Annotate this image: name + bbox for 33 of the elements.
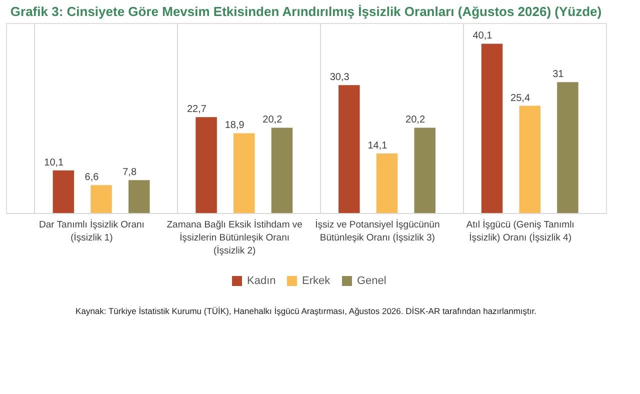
x-tick-label: Dar Tanımlı İşsizlik Oranı (İşsizlik 1) xyxy=(39,218,144,244)
bar xyxy=(234,133,255,213)
data-label: 31 xyxy=(552,69,564,80)
data-label: 22,7 xyxy=(186,104,207,116)
bar xyxy=(519,106,540,213)
data-label: 20,2 xyxy=(262,114,283,126)
legend-label: Erkek xyxy=(302,275,331,287)
data-label: 6,6 xyxy=(84,172,100,184)
bar xyxy=(196,117,217,213)
bar xyxy=(271,128,293,213)
bar xyxy=(376,153,398,213)
x-tick-label: İşsiz ve Potansiyel İşgücünün Bütünleşik Oranı (İşsizlik 3) xyxy=(315,218,440,244)
chart-title: Grafik 3: Cinsiyete Göre Mevsim Etkisinden Arındırılmış İşsizlik Oranları (Ağustos 2026) (Yüzde) xyxy=(10,4,602,19)
x-tick-label: Zamana Bağlı Eksik İstihdam ve İşsizlerin Bütünleşik Oranı (İşsizlik 2) xyxy=(166,218,302,256)
bar xyxy=(414,128,436,213)
legend-label: Kadın xyxy=(247,275,276,287)
data-label: 10,1 xyxy=(44,157,64,168)
legend-label: Genel xyxy=(357,275,386,287)
data-label: 18,9 xyxy=(224,120,245,132)
bar xyxy=(128,180,150,213)
x-tick-label: Atıl İşgücü (Geniş Tanımlı İşsizlik) Oranı (İşsizlik 4) xyxy=(466,218,574,244)
text: Kaynak: Türkiye İstatistik Kurumu (TÜİK), Hanehalkı İşgücü Araştırması, Ağustos 2026. DİSK-AR tarafından hazırlanmıştır. xyxy=(76,306,536,316)
data-label: 14,1 xyxy=(368,140,388,152)
data-label: 20,2 xyxy=(406,114,426,126)
bar xyxy=(338,85,360,213)
bar xyxy=(481,44,503,213)
bar xyxy=(90,185,112,213)
data-label: 30,3 xyxy=(330,72,350,84)
data-label: 25,4 xyxy=(510,92,530,104)
data-label: 40,1 xyxy=(472,30,493,42)
data-label: 7,8 xyxy=(122,167,137,178)
bar xyxy=(557,82,578,213)
bar xyxy=(52,170,74,213)
